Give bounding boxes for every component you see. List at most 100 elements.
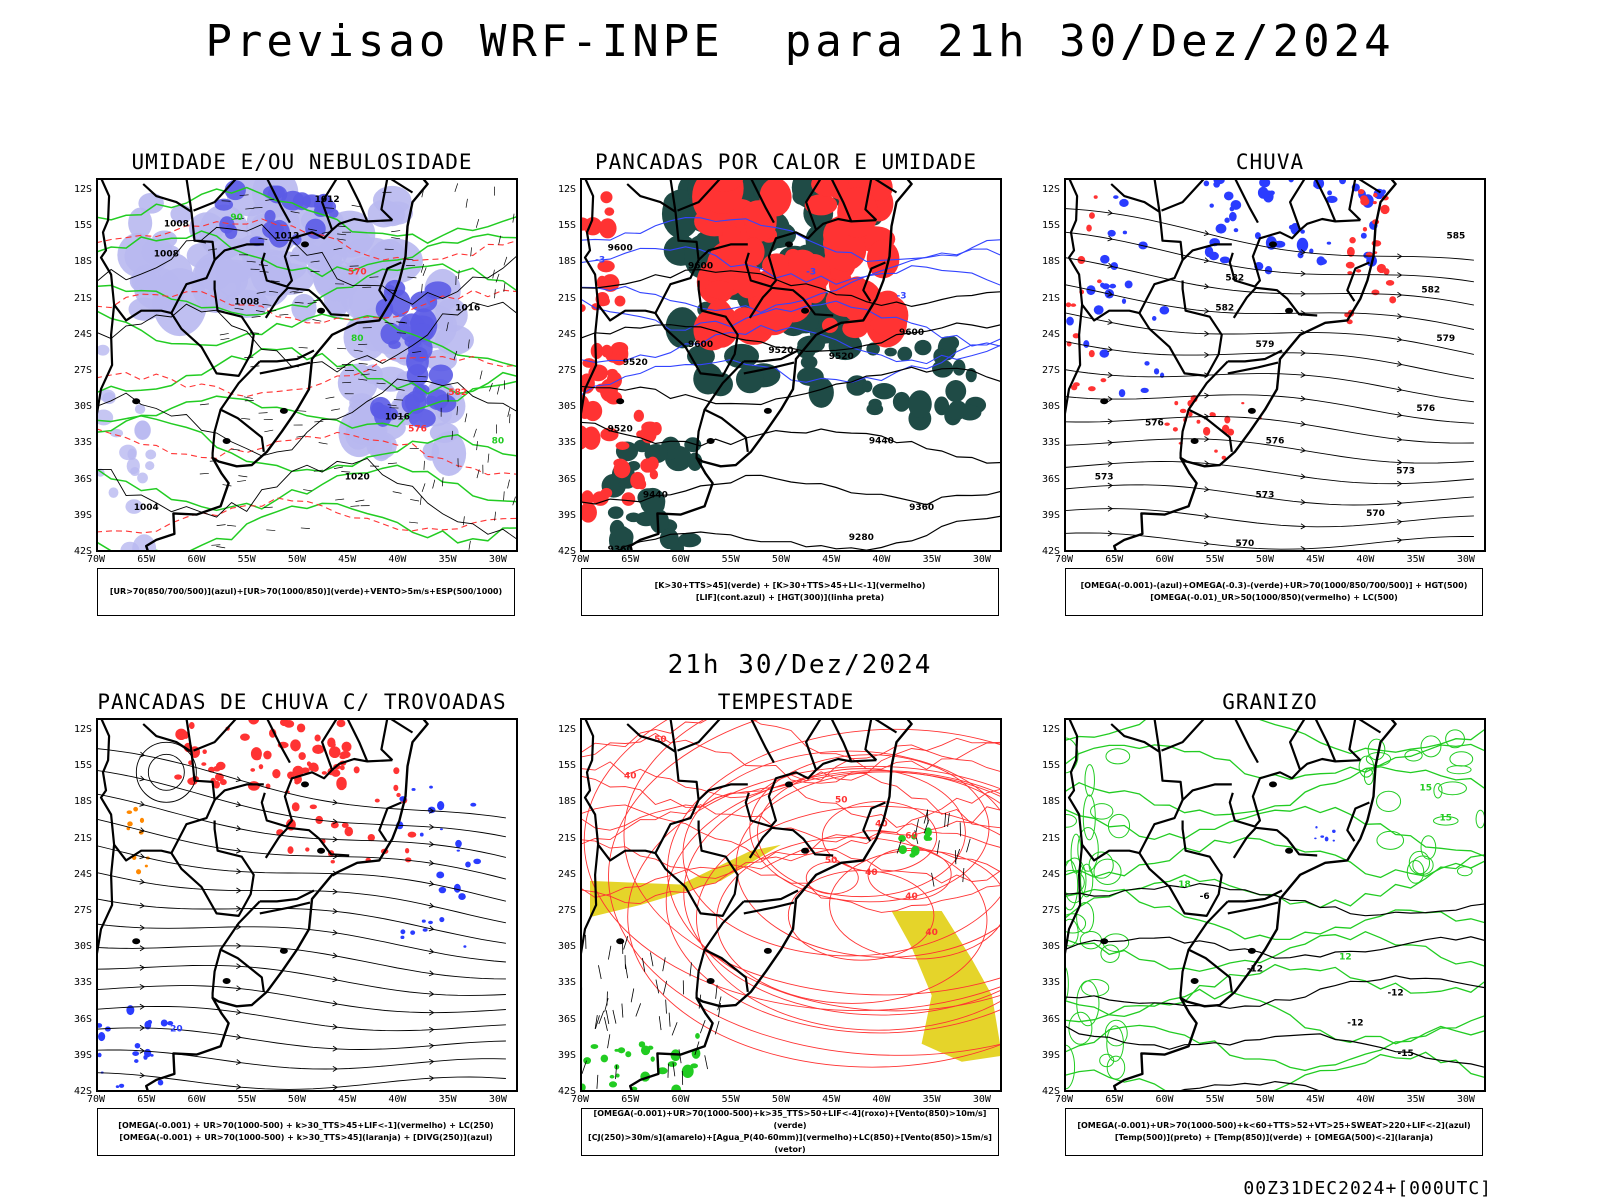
lon-tick-label: 35W (438, 554, 457, 565)
legend-line: [OMEGA(-0.001) + UR>70(1000-500) + k>30_… (119, 1133, 493, 1142)
lon-tick-label: 50W (287, 1094, 306, 1105)
lon-tick-label: 65W (621, 1094, 640, 1105)
contour-label: -3 (897, 292, 907, 302)
lat-tick-label: 36S (73, 473, 92, 485)
map-tempestade: 50 40 50 40 60 40 40 40 50 (580, 718, 1002, 1092)
contour-label: -3 (595, 255, 605, 265)
map-pancadas_trovoadas: 20 (96, 718, 518, 1092)
contour-label: 9360 (909, 503, 934, 513)
panel-title: GRANIZO (1222, 690, 1318, 714)
lat-tick-label: 12S (1041, 724, 1060, 736)
contour-label: 585 (1446, 231, 1465, 241)
contour-label: 1012 (274, 231, 299, 241)
lat-tick-label: 15S (557, 760, 576, 772)
lon-tick-label: 65W (621, 554, 640, 565)
panel-legend: [K>30+TTS>45](verde) + [K>30+TTS>45+LI<-… (581, 568, 999, 616)
contour-label: 9520 (623, 358, 648, 368)
lon-tick-label: 45W (338, 554, 357, 565)
contour-label: 573 (1256, 491, 1275, 501)
lon-tick-label: 35W (922, 1094, 941, 1105)
lat-tick-label: 24S (1041, 328, 1060, 340)
lon-tick-label: 65W (1105, 1094, 1124, 1105)
lon-tick-label: 35W (1406, 554, 1425, 565)
panel-pancadas_calor: PANCADAS POR CALOR E UMIDADE 12S 15S 18S 21S… (546, 150, 1026, 616)
lon-tick-label: 45W (338, 1094, 357, 1105)
contour-label: 9440 (643, 491, 668, 501)
panel-title: TEMPESTADE (717, 690, 855, 714)
lon-tick-label: 30W (1456, 554, 1475, 565)
panel-legend: [OMEGA(-0.001)-(azul)+OMEGA(-0.3)-(verde… (1065, 568, 1483, 616)
lon-tick-label: 40W (872, 1094, 891, 1105)
contour-label: 40 (624, 771, 637, 781)
contour-label: 50 (825, 856, 838, 866)
lon-tick-label: 50W (287, 554, 306, 565)
contour-label: 573 (1095, 473, 1114, 483)
lon-tick-label: 45W (1306, 1094, 1325, 1105)
contour-label: 579 (1436, 334, 1455, 344)
contour-label: 80 (351, 334, 364, 344)
contour-label: 12 (1339, 952, 1352, 962)
lat-tick-label: 33S (73, 977, 92, 989)
contour-label: 579 (1256, 340, 1275, 350)
lon-tick-label: 30W (972, 1094, 991, 1105)
lat-tick-label: 30S (557, 401, 576, 413)
panel-umidade: UMIDADE E/OU NEBULOSIDADE 12S 15S 18S 21S 24S… (62, 150, 542, 616)
panel-tempestade: TEMPESTADE 12S 15S 18S 21S 24S 27S 30S 33S 36S 39S… (546, 690, 1026, 1156)
lat-tick-label: 24S (73, 328, 92, 340)
panel-title: PANCADAS POR CALOR E UMIDADE (594, 150, 977, 174)
lat-tick-label: 21S (557, 292, 576, 304)
lon-tick-label: 45W (822, 1094, 841, 1105)
contour-label: -15 (1397, 1049, 1413, 1059)
contour-label: 9280 (849, 533, 874, 543)
lat-tick-label: 30S (73, 941, 92, 953)
lat-tick-label: 21S (73, 292, 92, 304)
legend-line: [OMEGA(-0.001) + UR>70(1000-500) + k>30_… (118, 1121, 494, 1130)
lon-tick-label: 50W (771, 1094, 790, 1105)
lon-tick-label: 30W (488, 1094, 507, 1105)
lon-tick-label: 50W (1255, 554, 1274, 565)
legend-line: [K>30+TTS>45](verde) + [K>30+TTS>45+LI<-… (654, 581, 926, 590)
lat-tick-label: 15S (1041, 220, 1060, 232)
lon-tick-label: 60W (1155, 1094, 1174, 1105)
lon-tick-label: 55W (1205, 554, 1224, 565)
lat-tick-label: 30S (557, 941, 576, 953)
lon-tick-label: 55W (721, 554, 740, 565)
lon-tick-label: 40W (1356, 554, 1375, 565)
lat-tick-label: 12S (73, 184, 92, 196)
lon-tick-label: 60W (1155, 554, 1174, 565)
contour-label: -12 (1387, 988, 1403, 998)
contour-label: 576 (408, 424, 427, 434)
lat-tick-label: 12S (73, 724, 92, 736)
page-title: Previsao WRF-INPE para 21h 30/Dez/2024 (205, 16, 1395, 67)
contour-label: 1008 (164, 219, 189, 229)
lon-tick-label: 40W (388, 554, 407, 565)
contour-label: 60 (905, 832, 918, 842)
lat-tick-label: 24S (557, 328, 576, 340)
lat-tick-label: 18S (557, 256, 576, 268)
legend-line: [CJ(250)>30m/s](amarelo)+[Agua_P(40-60mm… (588, 1133, 992, 1154)
panel-title: CHUVA (1235, 150, 1305, 174)
lat-tick-label: 33S (557, 437, 576, 449)
lat-tick-label: 18S (73, 796, 92, 808)
contour-label: 18 (1178, 880, 1191, 890)
lon-tick-label: 70W (86, 1094, 106, 1105)
panel-legend: [UR>70(850/700/500)](azul)+[UR>70(1000/8… (97, 568, 515, 616)
contour-label: 570 (1235, 539, 1254, 549)
contour-label: 9520 (768, 346, 793, 356)
map-umidade: 1012 1008 1008 1016 1016 1020 1004 1008 1012 90 80… (96, 178, 518, 552)
legend-line: [OMEGA(-0.001)+UR>70(1000-500)+k<60+TTS>… (1077, 1121, 1471, 1130)
lat-tick-label: 27S (73, 905, 92, 917)
contour-label: 576 (1145, 418, 1164, 428)
lat-tick-label: 27S (557, 365, 576, 377)
legend-line: [UR>70(850/700/500)](azul)+[UR>70(1000/8… (109, 587, 503, 596)
panel-title: UMIDADE E/OU NEBULOSIDADE (131, 150, 473, 174)
contour-label: 9600 (688, 340, 713, 350)
lat-tick-label: 18S (557, 796, 576, 808)
lat-tick-label: 33S (73, 437, 92, 449)
panel-title: PANCADAS DE CHUVA C/ TROVOADAS (97, 690, 507, 714)
lat-tick-label: 24S (557, 868, 576, 880)
contour-label: -12 (1247, 964, 1263, 974)
contour-label: 9600 (608, 243, 633, 253)
lon-tick-label: 65W (1105, 554, 1124, 565)
legend-line: [LIF](cont.azul) + [HGT(300)](linha pret… (695, 593, 885, 602)
